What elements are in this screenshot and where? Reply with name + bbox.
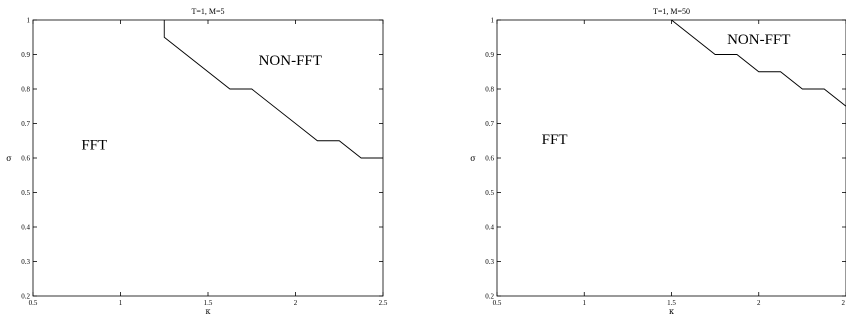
y-tick-label: 0.3	[485, 258, 494, 266]
y-tick-label: 0.5	[21, 189, 30, 197]
left-panel: T=1, M=5 0.5 1 1.5 2 2.5 0.2 0.3 0.4 0.5 0.6 0.7 0.8…	[6, 7, 388, 316]
non-fft-region-label: NON-FFT	[727, 32, 790, 48]
fft-region-label: FFT	[542, 132, 568, 148]
y-axis-label: σ	[470, 154, 476, 163]
y-tick-label: 0.8	[21, 86, 30, 94]
y-tick-label: 0.9	[485, 51, 494, 59]
x-tick-label: 0.5	[29, 299, 38, 307]
chart-title: T=1, M=50	[653, 7, 690, 16]
y-tick-label: 0.6	[485, 155, 494, 163]
y-tick-label: 0.2	[485, 293, 494, 301]
y-tick-label: 0.8	[485, 86, 494, 94]
y-axis-label: σ	[6, 154, 12, 163]
x-tick-label: 0.5	[493, 299, 502, 307]
y-tick-label: 0.7	[21, 120, 30, 128]
y-tick-label: 0.4	[21, 224, 30, 232]
right-panel: T=1, M=50 0.5 1 1.5 2 2 0.2 0.3 0.4 0.5 0.6 0.7 0.8 0…	[470, 7, 846, 316]
y-tick-label: 0.4	[485, 224, 494, 232]
x-tick-label: 1.5	[667, 299, 676, 307]
chart-title: T=1, M=5	[191, 7, 224, 16]
y-tick-label: 0.5	[485, 189, 494, 197]
x-tick-label: 1.5	[204, 299, 213, 307]
non-fft-region-label: NON-FFT	[259, 53, 322, 69]
x-axis-label: κ	[206, 307, 211, 316]
axes-frame	[496, 19, 846, 297]
x-tick-label: 1	[119, 299, 123, 307]
y-tick-label: 0.3	[21, 258, 30, 266]
y-tick-label: 0.9	[21, 51, 30, 59]
y-tick-label: 0.7	[485, 120, 494, 128]
axes-frame	[32, 19, 384, 297]
x-axis-label: κ	[669, 307, 674, 316]
x-tick-label: 2	[757, 299, 761, 307]
boundary-line	[671, 19, 846, 107]
x-tick-label: 2	[294, 299, 298, 307]
y-tick-label: 1	[491, 17, 495, 25]
y-tick-label: 0.6	[21, 155, 30, 163]
x-tick-label: 1	[583, 299, 587, 307]
x-tick-label: 2	[842, 299, 846, 307]
fft-region-label: FFT	[81, 137, 107, 153]
boundary-line	[163, 20, 383, 159]
x-tick-label: 2.5	[379, 299, 388, 307]
y-tick-label: 1	[27, 17, 31, 25]
y-tick-label: 0.2	[21, 293, 30, 301]
